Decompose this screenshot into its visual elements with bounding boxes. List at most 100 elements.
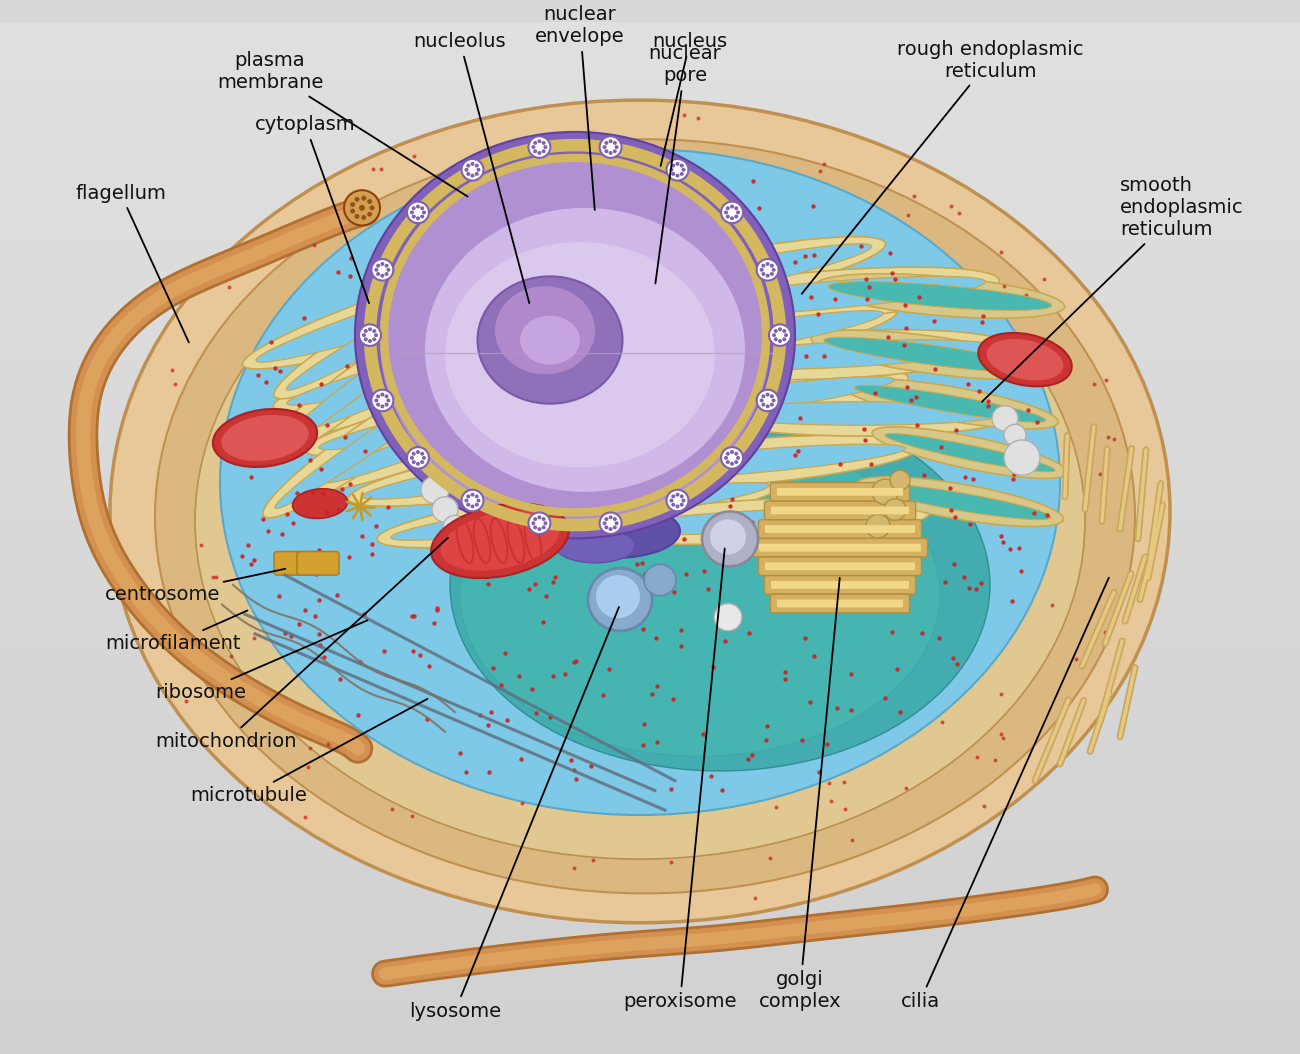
Circle shape xyxy=(759,398,763,403)
Point xyxy=(785,254,806,271)
Point xyxy=(824,557,845,573)
Point xyxy=(292,310,313,327)
Point xyxy=(338,548,359,565)
Point xyxy=(350,653,370,670)
Circle shape xyxy=(420,461,424,464)
Point xyxy=(308,592,329,609)
Point xyxy=(1027,414,1048,431)
Point xyxy=(749,199,770,216)
Circle shape xyxy=(680,494,684,499)
Point xyxy=(593,686,614,703)
Circle shape xyxy=(603,145,607,149)
Point xyxy=(220,648,240,665)
Circle shape xyxy=(374,333,378,337)
Point xyxy=(404,148,425,164)
Ellipse shape xyxy=(299,299,581,430)
Circle shape xyxy=(680,172,684,176)
Point xyxy=(304,417,325,434)
Point xyxy=(991,243,1011,260)
Circle shape xyxy=(369,206,374,211)
Ellipse shape xyxy=(520,315,580,365)
Ellipse shape xyxy=(560,435,919,490)
Point xyxy=(673,106,694,123)
Circle shape xyxy=(364,329,368,333)
Circle shape xyxy=(759,268,763,272)
FancyBboxPatch shape xyxy=(771,581,909,589)
Point xyxy=(872,487,893,504)
Ellipse shape xyxy=(274,252,526,398)
Ellipse shape xyxy=(318,357,741,450)
Circle shape xyxy=(421,476,448,504)
Ellipse shape xyxy=(477,276,623,404)
Point xyxy=(490,677,511,694)
Point xyxy=(563,653,584,670)
Point xyxy=(347,707,368,724)
Ellipse shape xyxy=(391,483,770,541)
Point xyxy=(801,289,822,306)
Point xyxy=(807,306,828,323)
Point xyxy=(1024,505,1045,522)
Point xyxy=(814,156,835,173)
Point xyxy=(881,624,902,641)
Point xyxy=(512,795,533,812)
Circle shape xyxy=(1004,425,1026,446)
Ellipse shape xyxy=(872,427,1067,479)
Point xyxy=(634,566,655,583)
Point xyxy=(928,630,949,647)
Point xyxy=(857,291,878,308)
Ellipse shape xyxy=(641,267,1000,325)
Circle shape xyxy=(608,515,612,520)
Circle shape xyxy=(471,162,474,165)
Circle shape xyxy=(407,447,429,469)
Ellipse shape xyxy=(655,276,985,315)
Point xyxy=(664,584,685,601)
Circle shape xyxy=(710,520,746,554)
Point xyxy=(311,375,332,392)
Point xyxy=(935,574,956,591)
FancyBboxPatch shape xyxy=(771,483,910,501)
Point xyxy=(796,513,816,530)
Point xyxy=(646,734,667,750)
Ellipse shape xyxy=(489,243,872,329)
Circle shape xyxy=(736,456,740,460)
Point xyxy=(456,764,477,781)
Circle shape xyxy=(359,204,365,211)
Point xyxy=(809,162,829,179)
Point xyxy=(436,518,456,534)
Point xyxy=(742,746,763,763)
Point xyxy=(295,808,316,825)
Ellipse shape xyxy=(503,304,897,387)
Point xyxy=(844,572,865,589)
Circle shape xyxy=(537,527,541,531)
Point xyxy=(896,320,916,337)
Point xyxy=(897,207,918,223)
Circle shape xyxy=(386,268,390,272)
Point xyxy=(269,363,290,379)
Point xyxy=(833,774,854,790)
Point xyxy=(419,658,439,675)
Circle shape xyxy=(676,174,680,177)
Text: lysosome: lysosome xyxy=(410,607,619,1020)
Point xyxy=(641,685,662,702)
Circle shape xyxy=(467,172,471,176)
Circle shape xyxy=(471,492,474,496)
Circle shape xyxy=(722,447,744,469)
Circle shape xyxy=(474,503,478,507)
Circle shape xyxy=(385,403,389,407)
Circle shape xyxy=(412,452,416,455)
Point xyxy=(1002,470,1023,487)
Point xyxy=(714,603,734,620)
Point xyxy=(993,533,1014,550)
Circle shape xyxy=(376,272,380,276)
Text: peroxisome: peroxisome xyxy=(623,548,737,1011)
Ellipse shape xyxy=(273,278,746,412)
Point xyxy=(410,647,430,664)
Point xyxy=(165,375,186,392)
Point xyxy=(402,807,422,824)
Circle shape xyxy=(474,163,478,168)
Circle shape xyxy=(412,207,416,210)
FancyBboxPatch shape xyxy=(296,551,339,575)
Point xyxy=(592,577,612,593)
Point xyxy=(646,678,667,695)
Point xyxy=(753,538,774,554)
